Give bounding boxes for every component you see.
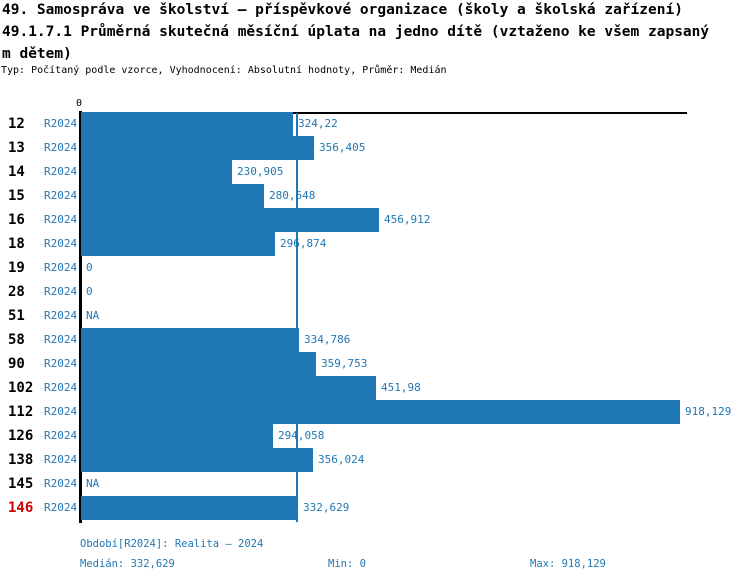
- chart-row-112[interactable]: 112 R2024 918,129: [0, 400, 750, 424]
- row-value-label: 918,129: [685, 405, 732, 418]
- row-category-label: 145: [8, 476, 34, 492]
- report-title-line2: 49.1.7.1 Průměrná skutečná měsíční úplat…: [2, 24, 710, 40]
- row-value-label: 332,629: [303, 501, 350, 514]
- chart-row-102[interactable]: 102 R2024 451,98: [0, 376, 750, 400]
- row-value-label: 280,648: [269, 189, 316, 202]
- row-bar: [81, 136, 314, 160]
- row-value-label: 294,058: [278, 429, 325, 442]
- report-title-line2-continuation: m dětem): [2, 46, 72, 62]
- row-category-label: 90: [8, 356, 25, 372]
- row-value-label: 296,874: [280, 237, 327, 250]
- chart-row-58[interactable]: 58 R2024 334,786: [0, 328, 750, 352]
- report-meta-line: Typ: Počítaný podle vzorce, Vyhodnocení:…: [1, 65, 447, 76]
- y-axis-line: [79, 111, 82, 523]
- row-value-label: NA: [86, 477, 100, 490]
- row-series-label: R2024: [44, 309, 78, 322]
- report-title-line1: 49. Samospráva ve školství – příspěvkové…: [2, 2, 683, 18]
- chart-row-14[interactable]: 14 R2024 230,905: [0, 160, 750, 184]
- row-bar: [81, 232, 275, 256]
- chart-row-12[interactable]: 12 R2024 324,22: [0, 112, 750, 136]
- row-category-label: 16: [8, 212, 25, 228]
- footer-period-line: Období[R2024]: Realita – 2024: [80, 538, 264, 550]
- chart-row-18[interactable]: 18 R2024 296,874: [0, 232, 750, 256]
- row-category-label: 19: [8, 260, 25, 276]
- chart-row-146[interactable]: 146 R2024 332,629: [0, 496, 750, 520]
- row-series-label: R2024: [44, 189, 78, 202]
- row-bar: [81, 424, 273, 448]
- row-category-label: 138: [8, 452, 34, 468]
- row-series-label: R2024: [44, 477, 78, 490]
- row-bar: [81, 448, 313, 472]
- row-category-label: 102: [8, 380, 34, 396]
- row-series-label: R2024: [44, 429, 78, 442]
- footer-max-stat: Max: 918,129: [530, 558, 606, 570]
- row-series-label: R2024: [44, 261, 78, 274]
- chart-row-145[interactable]: 145 R2024 NA: [0, 472, 750, 496]
- row-bar: [81, 352, 316, 376]
- row-value-label: 334,786: [304, 333, 351, 346]
- x-axis-zero-tick-label: 0: [76, 98, 83, 109]
- row-category-label: 15: [8, 188, 25, 204]
- row-series-label: R2024: [44, 357, 78, 370]
- row-value-label: 324,22: [298, 117, 338, 130]
- row-bar: [81, 496, 298, 520]
- row-category-label: 12: [8, 116, 25, 132]
- row-series-label: R2024: [44, 405, 78, 418]
- row-series-label: R2024: [44, 117, 78, 130]
- row-category-label: 126: [8, 428, 34, 444]
- row-value-label: 451,98: [381, 381, 421, 394]
- row-bar: [81, 184, 264, 208]
- row-series-label: R2024: [44, 213, 78, 226]
- row-category-label: 18: [8, 236, 25, 252]
- chart-row-51[interactable]: 51 R2024 NA: [0, 304, 750, 328]
- row-value-label: 0: [86, 285, 93, 298]
- row-series-label: R2024: [44, 381, 78, 394]
- row-category-label: 146: [8, 500, 34, 516]
- row-category-label: 58: [8, 332, 25, 348]
- row-series-label: R2024: [44, 141, 78, 154]
- row-value-label: 356,405: [319, 141, 366, 154]
- row-series-label: R2024: [44, 453, 78, 466]
- row-bar: [81, 376, 376, 400]
- footer-median-stat: Medián: 332,629: [80, 558, 175, 570]
- row-value-label: 230,905: [237, 165, 284, 178]
- row-series-label: R2024: [44, 285, 78, 298]
- chart-row-90[interactable]: 90 R2024 359,753: [0, 352, 750, 376]
- row-category-label: 14: [8, 164, 25, 180]
- chart-row-138[interactable]: 138 R2024 356,024: [0, 448, 750, 472]
- row-series-label: R2024: [44, 333, 78, 346]
- x-axis-line: [79, 112, 687, 114]
- median-reference-line: [296, 113, 298, 522]
- row-bar: [81, 160, 232, 184]
- row-series-label: R2024: [44, 165, 78, 178]
- row-value-label: NA: [86, 309, 100, 322]
- chart-row-19[interactable]: 19 R2024 0: [0, 256, 750, 280]
- chart-row-126[interactable]: 126 R2024 294,058: [0, 424, 750, 448]
- row-series-label: R2024: [44, 237, 78, 250]
- row-series-label: R2024: [44, 501, 78, 514]
- row-value-label: 359,753: [321, 357, 368, 370]
- row-value-label: 356,024: [318, 453, 365, 466]
- row-category-label: 112: [8, 404, 34, 420]
- row-bar: [81, 208, 379, 232]
- chart-row-16[interactable]: 16 R2024 456,912: [0, 208, 750, 232]
- row-value-label: 0: [86, 261, 93, 274]
- row-category-label: 28: [8, 284, 25, 300]
- row-category-label: 13: [8, 140, 25, 156]
- chart-row-15[interactable]: 15 R2024 280,648: [0, 184, 750, 208]
- row-bar: [81, 400, 680, 424]
- row-bar: [81, 112, 293, 136]
- chart-row-28[interactable]: 28 R2024 0: [0, 280, 750, 304]
- row-category-label: 51: [8, 308, 25, 324]
- row-bar: [81, 328, 299, 352]
- row-value-label: 456,912: [384, 213, 431, 226]
- chart-row-13[interactable]: 13 R2024 356,405: [0, 136, 750, 160]
- footer-min-stat: Min: 0: [328, 558, 366, 570]
